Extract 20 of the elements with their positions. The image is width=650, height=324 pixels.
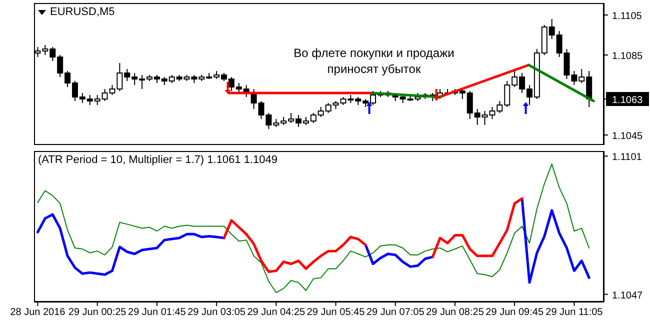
- y-tick-label: 1.1063: [612, 95, 644, 106]
- x-tick-label: 29 Jun 04:25: [247, 307, 306, 318]
- y-tick-label: 1.1085: [612, 51, 644, 62]
- annotation: Во флете покупки и продажи приносят убыток: [292, 45, 456, 77]
- x-tick-label: 29 Jun 03:05: [188, 307, 246, 318]
- y-tick-label: 1.1047: [612, 290, 644, 302]
- x-tick-label: 29 Jun 05:45: [306, 307, 366, 318]
- x-tick-label: 29 Jun 00:25: [68, 307, 127, 318]
- y-tick-label: 1.1101: [612, 152, 642, 164]
- x-tick-label: 29 Jun 09:45: [486, 307, 544, 318]
- x-tick-label: 29 Jun 08:25: [426, 307, 484, 318]
- x-tick-label: 29 Jun 07:05: [366, 307, 425, 318]
- x-tick-label: 29 Jun 01:45: [128, 307, 186, 318]
- chart-title: (ATR Period = 10, Multiplier = 1.7) 1.1061 1.1049: [38, 154, 278, 166]
- x-tick-label: 29 Jun 11:05: [546, 307, 604, 318]
- y-tick-label: 1.1045: [612, 131, 644, 142]
- y-tick-label: 1.1105: [612, 11, 642, 22]
- x-tick-label: 28 Jun 2016: [10, 307, 66, 318]
- chart-title: EURUSD,M5: [50, 6, 115, 18]
- line-series: [37, 164, 590, 294]
